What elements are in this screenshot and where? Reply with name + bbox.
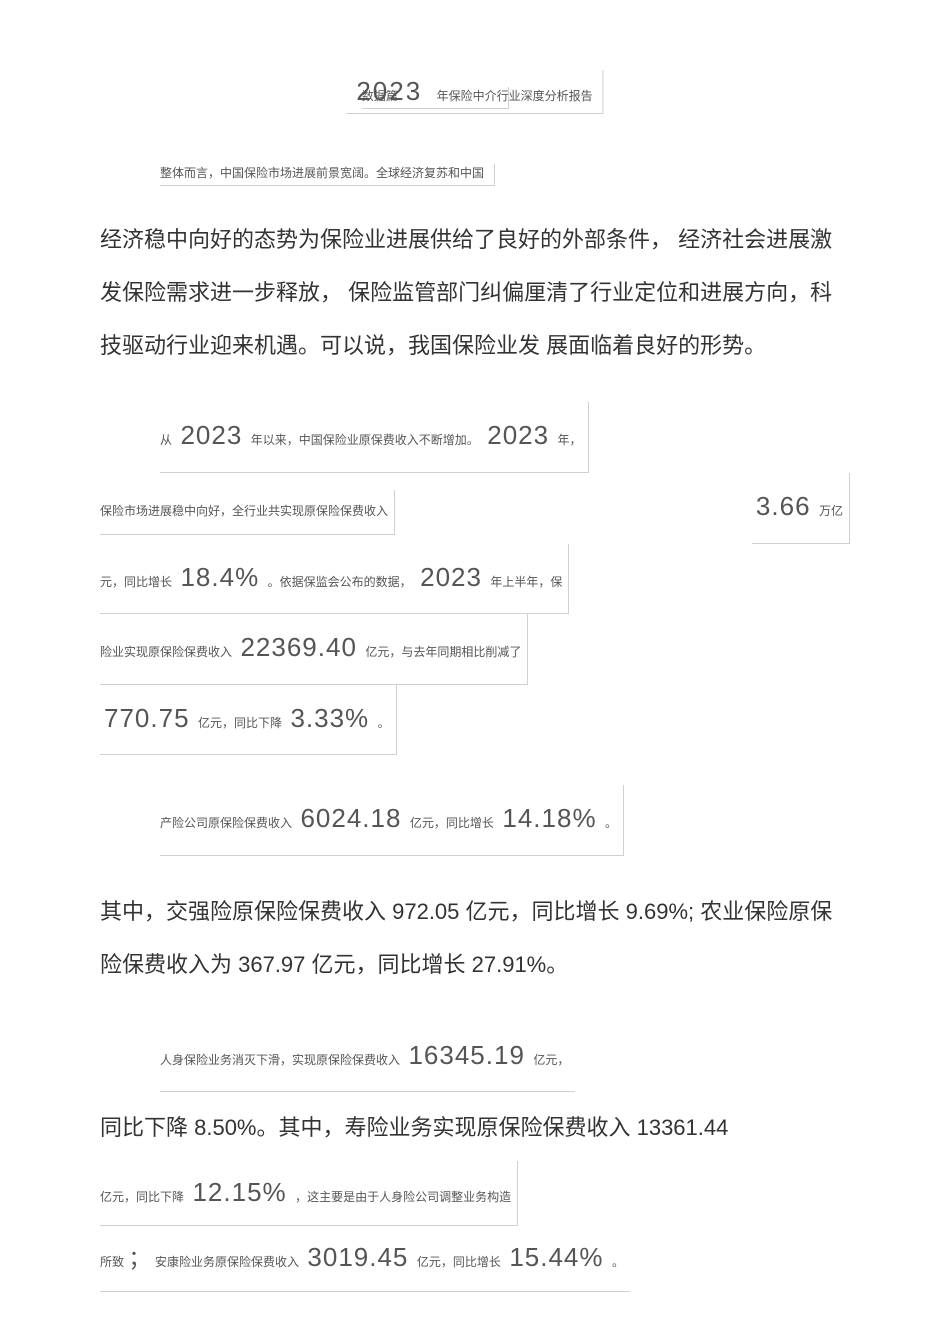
paragraph-4: 同比下降 8.50%。其中，寿险业务实现原保险保费收入 13361.44 xyxy=(100,1102,850,1155)
text: 亿元，同比下降 xyxy=(100,1190,184,1204)
unit: 万亿 xyxy=(819,504,843,518)
paragraph-3: 其中，交强险原保险保费收入 972.05 亿元，同比增长 9.69%; 农业保险… xyxy=(100,886,850,992)
text: 亿元， xyxy=(533,1053,569,1067)
text: 年， xyxy=(558,433,582,447)
reduction-value: 770.75 xyxy=(104,703,190,733)
text: 人身保险业务消灭下滑，实现原保险保费收入 xyxy=(160,1053,400,1067)
text: 。依据保监会公布的数据， xyxy=(268,575,412,589)
text: ，这主要是由于人身险公司调整业务构造 xyxy=(295,1190,511,1204)
text: 所致 xyxy=(100,1255,124,1269)
text: 年上半年，保 xyxy=(490,575,562,589)
text: 。 xyxy=(612,1255,624,1269)
text: 亿元，与去年同期相比削减了 xyxy=(365,645,521,659)
property-growth: 14.18% xyxy=(502,803,596,833)
data-block-2: 产险公司原保险保费收入 6024.18 亿元，同比增长 14.18% 。 xyxy=(100,785,850,856)
text: 从 xyxy=(160,433,172,447)
property-premium: 6024.18 xyxy=(300,803,401,833)
text: 保险市场进展稳中向好，全行业共实现原保险保费收入 xyxy=(100,504,388,518)
growth-pct: 18.4% xyxy=(180,562,259,592)
text: 安康险业务原保险保费收入 xyxy=(155,1255,299,1269)
health-growth: 15.44% xyxy=(509,1242,603,1272)
data-block-4: 亿元，同比下降 12.15% ，这主要是由于人身险公司调整业务构造 所致 ； 安… xyxy=(100,1161,850,1292)
premium-h1: 22369.40 xyxy=(240,632,356,662)
title-year: 2023 xyxy=(356,76,422,106)
health-premium: 3019.45 xyxy=(307,1242,408,1272)
text: 。 xyxy=(605,816,617,830)
year-value: 2023 xyxy=(180,420,242,450)
text: 亿元，同比下降 xyxy=(198,716,282,730)
data-block-3: 人身保险业务消灭下滑，实现原保险保费收入 16345.19 亿元， xyxy=(100,1022,850,1093)
year-value: 2023 xyxy=(420,562,482,592)
decline-pct: 3.33% xyxy=(290,703,369,733)
paragraph-1: 经济稳中向好的态势为保险业进展供给了良好的外部条件， 经济社会进展激发保险需求进… xyxy=(100,214,850,372)
data-block-1: 从 2023 年以来，中国保险业原保费收入不断增加。 2023 年， 保险市场进… xyxy=(100,402,850,755)
life-decline-pct: 12.15% xyxy=(192,1177,286,1207)
year-value: 2023 xyxy=(487,420,549,450)
text: 。 xyxy=(378,716,390,730)
text: 亿元，同比增长 xyxy=(410,816,494,830)
text: 产险公司原保险保费收入 xyxy=(160,816,292,830)
text: 元，同比增长 xyxy=(100,575,172,589)
premium-total: 3.66 xyxy=(756,491,811,521)
life-premium: 16345.19 xyxy=(408,1040,524,1070)
text: 险业实现原保险保费收入 xyxy=(100,645,232,659)
text: ； xyxy=(128,1246,150,1271)
title-text: 年保险中介行业深度分析报告 xyxy=(437,89,593,103)
text: 亿元，同比增长 xyxy=(417,1255,501,1269)
report-title: 2023 年保险中介行业深度分析报告 xyxy=(346,70,603,114)
text: 年以来，中国保险业原保费收入不断增加。 xyxy=(251,433,479,447)
intro-line: 整体而言，中国保险市场进展前景宽阔。全球经济复苏和中国 xyxy=(160,164,495,186)
